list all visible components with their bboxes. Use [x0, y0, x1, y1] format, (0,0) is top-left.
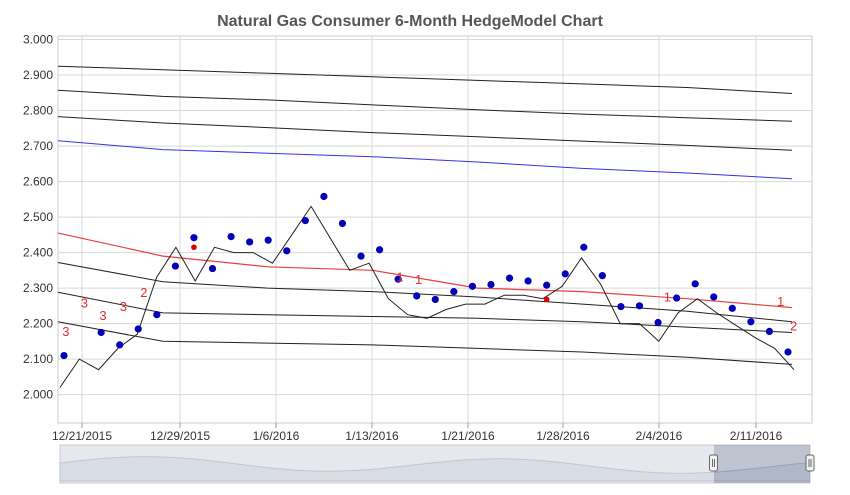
data-dot: [301, 217, 309, 225]
data-dot: [431, 295, 439, 304]
y-tick-label: 2.700: [23, 139, 53, 153]
red-line: [57, 232, 793, 309]
data-dot: [246, 238, 254, 246]
y-tick-label: 2.500: [23, 210, 53, 224]
navigator-unselected-mask: [60, 445, 714, 483]
series-group: [57, 65, 795, 388]
data-dot: [691, 280, 699, 288]
data-dot: [116, 341, 124, 349]
navigator-selected-range[interactable]: [714, 445, 810, 483]
y-tick-label: 2.300: [23, 281, 53, 295]
data-dot: [134, 325, 142, 333]
y-tick-label: 2.000: [23, 388, 53, 402]
data-dot: [598, 272, 606, 280]
data-dot: [375, 246, 384, 254]
band-line-3: [57, 116, 793, 151]
price-line: [59, 205, 795, 388]
x-tick-label: 1/13/2016: [345, 429, 399, 443]
data-dot: [338, 219, 347, 228]
grid-lines: [57, 35, 813, 424]
band-line-4: [57, 262, 793, 323]
data-dot: [765, 327, 774, 335]
chart-title: Natural Gas Consumer 6-Month HedgeModel …: [217, 13, 603, 30]
y-tick-label: 2.100: [23, 352, 53, 366]
x-tick-label: 2/11/2016: [730, 429, 783, 443]
navigator-right-handle[interactable]: [805, 454, 815, 472]
data-dot: [635, 302, 644, 310]
data-dot: [468, 282, 477, 290]
band-line-2: [57, 89, 793, 122]
signal-marker: 1: [664, 290, 671, 305]
navigator-series: [59, 456, 811, 482]
data-dot: [617, 302, 625, 311]
navigator[interactable]: [59, 444, 815, 484]
data-dot: [190, 234, 198, 242]
data-dot: [487, 280, 495, 289]
y-tick-label: 2.600: [23, 175, 53, 189]
signal-marker: 3: [81, 296, 88, 311]
signal-marker: 1: [415, 272, 422, 287]
y-tick-label: 2.200: [23, 317, 53, 331]
data-dot: [394, 275, 402, 283]
band-line-1: [57, 65, 793, 94]
x-tick-label: 12/21/2015: [52, 429, 112, 443]
signal-marker: 2: [790, 319, 797, 334]
navigator-left-handle[interactable]: [709, 454, 718, 472]
blue-line: [57, 140, 793, 180]
signal-marker: 1: [396, 270, 403, 285]
y-tick-label: 2.400: [23, 246, 53, 260]
data-dot: [654, 318, 662, 327]
y-axis: 2.000 2.100 2.200 2.300 2.400 2.500 2.600 2.700…: [23, 33, 53, 402]
signal-marker: 1: [777, 294, 784, 309]
data-dot: [505, 274, 514, 282]
x-tick-label: 12/29/2015: [150, 429, 210, 443]
data-dot: [450, 288, 458, 296]
plot-border: [57, 35, 813, 424]
red-dot: [543, 296, 550, 303]
red-dot: [191, 244, 197, 251]
data-dot: [728, 304, 736, 312]
x-axis: 12/21/2015 12/29/2015 1/6/2016 1/13/2016 1/2…: [52, 423, 783, 443]
signal-marker: 3: [120, 299, 127, 314]
y-tick-label: 3.000: [23, 33, 53, 47]
data-dot: [153, 311, 161, 319]
data-dot: [283, 247, 291, 255]
signal-marker: 3: [62, 324, 69, 339]
data-dot: [561, 270, 569, 278]
data-dot: [524, 277, 532, 285]
x-tick-label: 1/28/2016: [536, 429, 590, 443]
y-tick-label: 2.800: [23, 104, 53, 118]
dot-group: [60, 192, 792, 360]
x-tick-label: 1/21/2016: [441, 429, 495, 443]
data-dot: [673, 294, 681, 302]
data-dot: [747, 318, 755, 326]
data-dot: [320, 192, 328, 201]
data-dot: [60, 351, 68, 360]
signal-marker: 3: [99, 308, 106, 323]
data-dot: [357, 252, 365, 260]
data-dot: [413, 292, 421, 300]
x-tick-label: 2/4/2016: [636, 429, 683, 443]
data-dot: [208, 264, 217, 273]
band-line-6: [57, 321, 793, 365]
data-dot: [97, 328, 105, 337]
data-dot: [227, 233, 235, 241]
y-tick-label: 2.900: [23, 68, 53, 82]
signal-marker: 2: [140, 285, 147, 300]
data-dot: [710, 293, 718, 301]
data-dot: [543, 281, 551, 289]
data-dot: [264, 236, 272, 244]
data-dot: [784, 348, 792, 356]
data-dot: [171, 262, 179, 270]
data-dot: [580, 243, 588, 251]
x-tick-label: 1/6/2016: [253, 429, 300, 443]
